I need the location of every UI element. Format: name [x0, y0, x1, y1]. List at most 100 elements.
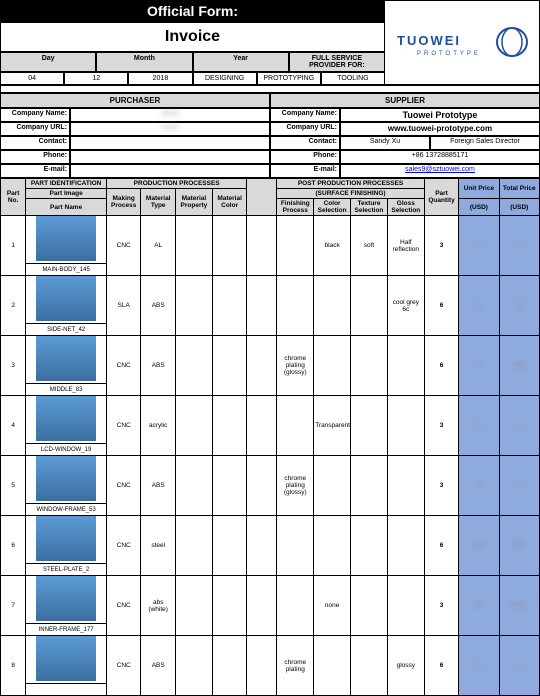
- cell-colorsel: [314, 336, 351, 396]
- cell-no: 7: [1, 576, 26, 636]
- cell-unit: 00: [459, 576, 499, 636]
- s-contact-name: Sandy Xu: [340, 136, 430, 150]
- service-a: DESIGNING: [193, 72, 257, 85]
- part-image-icon: [36, 276, 96, 321]
- part-image-icon: [36, 636, 96, 681]
- service-label: FULL SERVICE PROVIDER FOR:: [289, 52, 385, 72]
- table-head: Part No. PART IDENTIFICATION PRODUCTION …: [1, 179, 540, 216]
- th-usd: (USD): [459, 199, 499, 216]
- cell-blank: [247, 276, 277, 336]
- cell-matprop: [175, 336, 212, 396]
- cell-glosssel: [387, 396, 424, 456]
- cell-no: 6: [1, 516, 26, 576]
- cell-total: x: [499, 456, 539, 516]
- cell-texsel: [351, 276, 388, 336]
- table-row: 2SLAABScool grey 6c60$: [1, 276, 540, 324]
- cell-mattype: ABS: [141, 336, 176, 396]
- cell-qty: 6: [424, 276, 459, 336]
- logo-area: TUOWEI PROTOTYPE: [385, 0, 540, 85]
- th-prodproc: PRODUCTION PROCESSES: [106, 179, 246, 189]
- cell-matcolor: [212, 276, 247, 336]
- cell-mattype: acrylic: [141, 396, 176, 456]
- th-mattype: Material Type: [141, 189, 176, 216]
- s-url: www.tuowei-prototype.com: [340, 122, 540, 136]
- cell-mattype: ABS: [141, 276, 176, 336]
- cell-texsel: [351, 456, 388, 516]
- cell-total: $198: [499, 576, 539, 636]
- th-matprop: Material Property: [175, 189, 212, 216]
- cell-finishing: chrome plating (glossy): [277, 336, 314, 396]
- cell-finishing: [277, 276, 314, 336]
- cell-unit: x: [459, 636, 499, 696]
- cell-img: [26, 516, 107, 564]
- cell-matcolor: [212, 336, 247, 396]
- th-postprod: POST PRODUCTION PROCESSES: [277, 179, 424, 189]
- month-label: Month: [96, 52, 192, 72]
- cell-mattype: abs (white): [141, 576, 176, 636]
- th-glosssel: Gloss Selection: [387, 199, 424, 216]
- cell-finishing: chrome plating: [277, 636, 314, 696]
- s-email-label: E-mail:: [270, 164, 340, 178]
- s-company: Tuowei Prototype: [340, 108, 540, 122]
- cell-blank: [247, 216, 277, 276]
- s-phone-label: Phone:: [270, 150, 340, 164]
- spacer: [0, 85, 540, 93]
- cell-making: CNC: [106, 396, 141, 456]
- th-unit: Unit Price: [459, 179, 499, 199]
- th-partid: PART IDENTIFICATION: [26, 179, 107, 189]
- svg-text:PROTOTYPE: PROTOTYPE: [417, 51, 481, 57]
- official-header: Official Form:: [0, 0, 385, 22]
- cell-colorsel: black: [314, 216, 351, 276]
- cell-total: x: [499, 216, 539, 276]
- day-label: Day: [0, 52, 96, 72]
- cell-img: [26, 336, 107, 384]
- cell-qty: 3: [424, 456, 459, 516]
- cell-unit: x: [459, 396, 499, 456]
- th-partimage: Part Image: [26, 189, 107, 199]
- cell-partname: [26, 684, 107, 696]
- party-info: Company Name:xxxxx Company URL:xxxxx Con…: [0, 108, 540, 178]
- cell-mattype: AL: [141, 216, 176, 276]
- cell-matprop: [175, 276, 212, 336]
- cell-unit: $: [459, 456, 499, 516]
- p-phone-label: Phone:: [0, 150, 70, 164]
- cell-qty: 3: [424, 396, 459, 456]
- cell-no: 8: [1, 636, 26, 696]
- cell-glosssel: [387, 576, 424, 636]
- p-company-label: Company Name:: [0, 108, 70, 122]
- cell-texsel: [351, 516, 388, 576]
- p-contact-label: Contact:: [0, 136, 70, 150]
- p-email-label: E-mail:: [0, 164, 70, 178]
- cell-unit: 0: [459, 276, 499, 336]
- cell-unit: $15: [459, 516, 499, 576]
- p-contact: [70, 136, 270, 150]
- cell-finishing: [277, 396, 314, 456]
- cell-making: CNC: [106, 216, 141, 276]
- cell-matprop: [175, 456, 212, 516]
- day-val: 04: [0, 72, 64, 85]
- cell-texsel: [351, 336, 388, 396]
- cell-partname: MIDDLE_83: [26, 384, 107, 396]
- year-label: Year: [193, 52, 289, 72]
- svg-text:TUOWEI: TUOWEI: [397, 33, 461, 48]
- logo-icon: TUOWEI PROTOTYPE: [392, 27, 532, 57]
- s-phone: +86 13728885171: [340, 150, 540, 164]
- month-val: 12: [64, 72, 128, 85]
- top-section: Official Form: Invoice Day Month Year FU…: [0, 0, 540, 85]
- cell-finishing: chrome plating (glossy): [277, 456, 314, 516]
- cell-total: $30: [499, 336, 539, 396]
- cell-glosssel: [387, 456, 424, 516]
- cell-no: 3: [1, 336, 26, 396]
- cell-unit: 1: [459, 336, 499, 396]
- cell-texsel: [351, 576, 388, 636]
- cell-partname: INNER-FRAME_177: [26, 624, 107, 636]
- date-value-row: 04 12 2018 DESIGNING PROTOTYPING TOOLING: [0, 72, 385, 85]
- s-company-label: Company Name:: [270, 108, 340, 122]
- cell-making: CNC: [106, 336, 141, 396]
- cell-mattype: steel: [141, 516, 176, 576]
- cell-total: x: [499, 396, 539, 456]
- s-email[interactable]: sales9@sztuowei.com: [340, 164, 540, 178]
- cell-matprop: [175, 636, 212, 696]
- cell-matcolor: [212, 516, 247, 576]
- cell-matprop: [175, 516, 212, 576]
